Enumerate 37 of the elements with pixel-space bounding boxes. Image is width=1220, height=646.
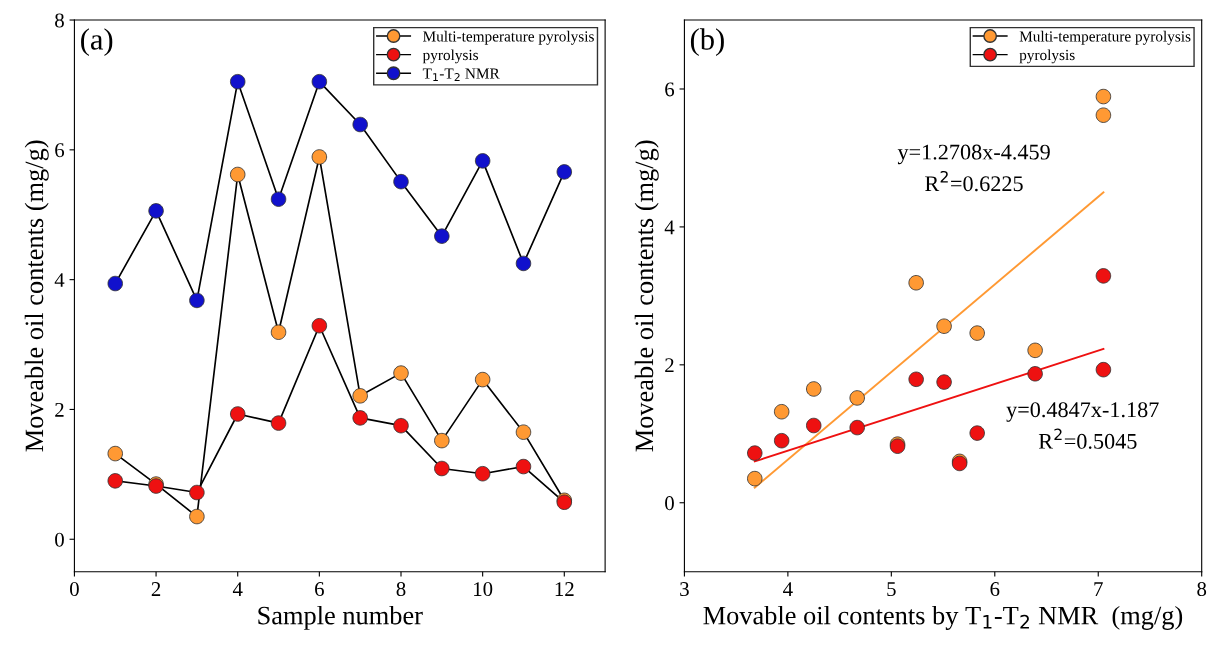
- x-tick-label: 10: [474, 582, 493, 597]
- annotation: y=1.2708x-4.459: [897, 144, 1050, 165]
- x-tick-label: 6: [315, 582, 324, 597]
- y-tick-label: 0: [665, 496, 674, 511]
- x-tick-label: 4: [783, 582, 793, 596]
- x-tick-label: 0: [70, 582, 79, 597]
- x-tick-label: 8: [1197, 582, 1207, 597]
- y-tick-label: 6: [55, 143, 65, 158]
- y-tick-label: 6: [665, 82, 675, 97]
- x-tick-label: 8: [396, 582, 406, 597]
- x-tick-label: 3: [680, 582, 689, 597]
- x-tick-label: 4: [232, 582, 243, 596]
- y-tick-label: 4: [54, 273, 65, 287]
- legend-label: Multi-temperature pyrolysis: [1019, 30, 1191, 45]
- y-axis-title: Moveable oil contents (mg/g): [24, 140, 49, 452]
- x-tick-label: 2: [151, 582, 161, 596]
- x-tick-label: 5: [887, 582, 896, 597]
- x-axis-title: Movable oil contents by T$_{1}$-T$_{2}$ NMR (mg/g): [703, 605, 1183, 630]
- y-tick-label: 8: [55, 13, 64, 28]
- y-tick-label: 0: [55, 532, 64, 547]
- legend-label: Multi-temperature pyrolysis: [423, 30, 594, 45]
- annotation: (a): [81, 28, 113, 57]
- x-tick-label: 7: [1094, 582, 1103, 596]
- y-axis-title: Moveable oil contents (mg/g): [634, 140, 659, 452]
- y-tick-label: 2: [665, 358, 674, 373]
- annotation: y=0.4847x-1.187: [1006, 402, 1159, 422]
- y-tick-label: 2: [55, 402, 64, 417]
- legend-label: T$_{1}$-T$_{2}$ NMR: [422, 68, 500, 81]
- x-tick-label: 12: [555, 582, 574, 596]
- x-axis-title: Sample number: [258, 605, 423, 630]
- legend-label: pyrolysis: [1019, 49, 1075, 64]
- y-tick-label: 4: [664, 220, 675, 235]
- x-tick-label: 6: [990, 582, 1000, 597]
- annotation: R$^{2}$=0.5045: [1038, 428, 1137, 449]
- legend-label: pyrolysis: [422, 49, 479, 64]
- annotation: (b): [690, 28, 724, 57]
- annotation: R$^{2}$=0.6225: [925, 170, 1023, 192]
